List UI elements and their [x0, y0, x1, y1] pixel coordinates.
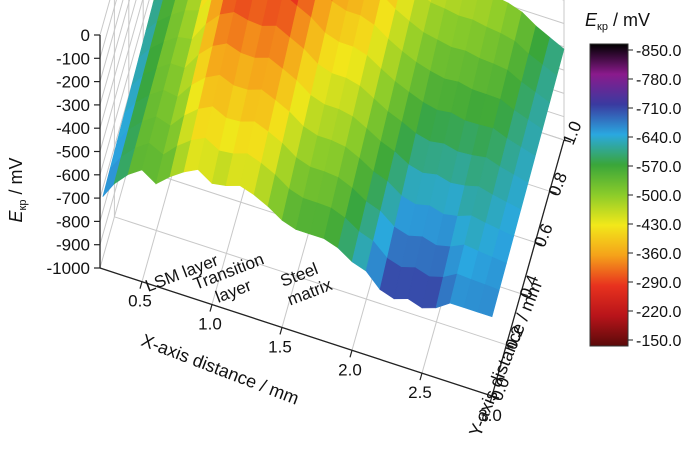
- colorbar-tick-label: -640.0: [636, 130, 681, 147]
- x-axis-line: [99, 267, 493, 397]
- colorbar-tick-label: -780.0: [636, 72, 681, 89]
- z-tick-label: -400: [56, 119, 90, 138]
- y-tick-mark: [563, 139, 572, 143]
- x-axis-ticks: 0.5 1.0 1.5 2.0 2.5 3.0: [128, 281, 502, 425]
- y-tick-mark: [549, 190, 557, 194]
- side-wall-gridline: [99, 0, 150, 175]
- side-wall-gridline: [99, 0, 124, 82]
- colorbar-tick-label: -360.0: [636, 246, 681, 263]
- side-wall-gridline: [99, 0, 131, 106]
- surface-layer: [102, 0, 565, 318]
- z-tick-label: -1000: [47, 259, 90, 278]
- z-tick-label: -300: [56, 96, 90, 115]
- y-tick-mark: [506, 344, 514, 348]
- x-tick-mark: [349, 350, 353, 358]
- colorbar-tick-label: -850.0: [636, 43, 681, 60]
- colorbar-tick-label: -710.0: [636, 101, 681, 118]
- z-tick-label: -100: [56, 49, 90, 68]
- z-tick-label: -900: [56, 236, 90, 255]
- z-tick-label: -500: [56, 143, 90, 162]
- colorbar-ticks: -850.0 -780.0 -710.0 -640.0 -570.0 -500.0 -430…: [628, 43, 681, 350]
- x-tick-label: 2.5: [408, 383, 432, 402]
- x-tick-mark: [209, 304, 213, 312]
- x-tick-mark: [139, 281, 143, 289]
- y-tick-mark: [491, 395, 500, 399]
- floor-gridline: [114, 216, 507, 346]
- z-tick-label: -600: [56, 166, 90, 185]
- back-wall-frame: [171, 0, 565, 140]
- x-tick-mark: [419, 372, 423, 381]
- colorbar-tick-label: -500.0: [636, 188, 681, 205]
- colorbar-tick-label: -150.0: [636, 333, 681, 350]
- region-label-steel: Steel matrix: [278, 256, 336, 309]
- z-tick-label: -800: [56, 212, 90, 231]
- side-wall-gridline: [99, 0, 144, 152]
- surface-patch: [198, 0, 209, 11]
- x-tick-label: 1.0: [198, 315, 222, 334]
- region-labels: LSM layer Transition layer Steel matrix: [143, 249, 336, 309]
- side-wall-gridline: [99, 0, 137, 129]
- x-tick-label: 1.5: [268, 337, 292, 356]
- colorbar-tick-label: -220.0: [636, 304, 681, 321]
- x-tick-label: 2.0: [338, 360, 362, 379]
- z-tick-label: -700: [56, 189, 90, 208]
- colorbar-tick-label: -290.0: [636, 275, 681, 292]
- z-tick-label: 0: [81, 26, 90, 45]
- x-tick-mark: [489, 395, 493, 404]
- surface-patch: [477, 284, 500, 318]
- colorbar-tick-label: -570.0: [636, 159, 681, 176]
- y-tick-mark: [535, 241, 543, 245]
- y-axis-line: [491, 139, 565, 397]
- x-tick-label: 3.0: [478, 406, 502, 425]
- colorbar-title: Eкр / mV: [585, 10, 650, 33]
- z-axis-label: Eкр / mV: [6, 158, 29, 223]
- side-wall-gridline: [99, 0, 117, 59]
- colorbar-scale: [589, 43, 629, 347]
- y-tick-mark: [520, 293, 528, 297]
- z-tick-label: -200: [56, 73, 90, 92]
- z-axis-ticks: 0 -100 -200 -300 -400 -500 -600 -700 -800 -900 -10…: [47, 26, 100, 278]
- x-tick-mark: [279, 327, 283, 335]
- x-tick-label: 0.5: [128, 292, 152, 311]
- colorbar-tick-label: -430.0: [636, 217, 681, 234]
- colorbar: Eкр / mV -850.0-780.0-710.0-640.0-570.0-…: [585, 10, 681, 350]
